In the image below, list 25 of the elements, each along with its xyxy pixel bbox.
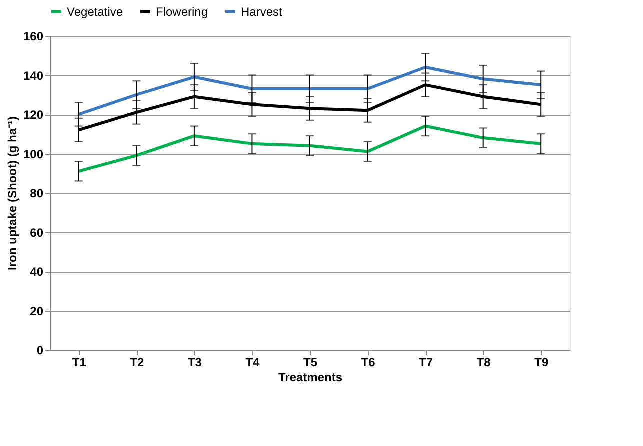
- x-tick-label: T6: [361, 356, 376, 370]
- y-axis-title: Iron uptake (Shoot) (g ha⁻¹): [5, 116, 20, 270]
- x-tick-label: T9: [534, 356, 549, 370]
- y-tick-label: 20: [30, 304, 44, 318]
- x-tick-label: T8: [476, 356, 492, 370]
- x-tick-label: T7: [419, 356, 434, 370]
- y-tick-label: 80: [30, 186, 44, 200]
- legend-label: Flowering: [156, 4, 208, 19]
- legend-label: Harvest: [241, 4, 284, 19]
- y-tick-label: 120: [23, 108, 44, 122]
- y-tick-label: 160: [23, 30, 44, 44]
- y-tick-label: 40: [30, 265, 44, 279]
- x-tick-label: T1: [72, 356, 87, 370]
- y-tick-label: 140: [23, 68, 44, 83]
- legend-label: Vegetative: [67, 4, 124, 19]
- x-tick-label: T3: [188, 356, 202, 370]
- line-series: [77, 66, 543, 116]
- x-tick-label: T5: [303, 356, 318, 370]
- y-tick-label: 0: [36, 344, 44, 358]
- x-tick-label: T4: [246, 356, 260, 370]
- x-axis-title: Treatments: [278, 370, 343, 384]
- line-series: [77, 124, 543, 173]
- x-tick-label: T2: [130, 356, 144, 370]
- y-tick-label: 60: [30, 226, 44, 240]
- y-tick-label: 100: [23, 147, 44, 162]
